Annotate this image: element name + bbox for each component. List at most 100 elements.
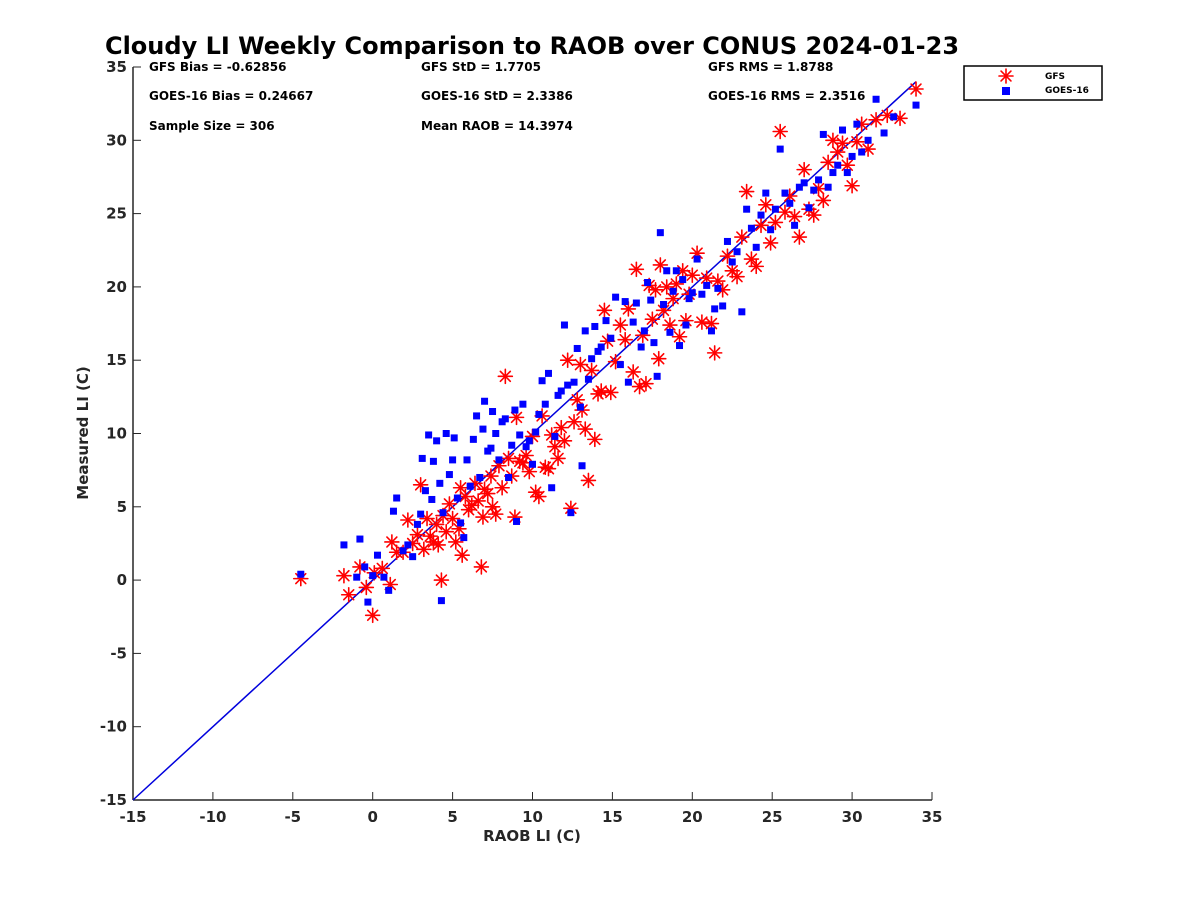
goes16-point <box>815 176 823 184</box>
gfs-point <box>550 450 566 467</box>
gfs-point <box>738 183 755 200</box>
goes16-point <box>839 126 847 134</box>
goes16-point <box>747 224 755 232</box>
gfs-point <box>580 472 597 489</box>
gfs-point <box>430 537 447 553</box>
goes16-point <box>541 400 549 408</box>
goes16-point <box>647 296 655 304</box>
goes16-point <box>380 573 388 581</box>
goes16-point <box>711 305 719 313</box>
goes16-point <box>570 378 578 386</box>
goes16-point <box>573 344 581 352</box>
x-tick-label: 0 <box>367 808 377 826</box>
goes16-point <box>513 517 521 525</box>
goes16-point <box>714 284 722 292</box>
goes16-point <box>698 290 706 298</box>
goes16-point <box>733 248 741 256</box>
goes16-point <box>578 462 586 470</box>
goes16-point <box>757 211 765 219</box>
gfs-point <box>559 352 576 369</box>
goes16-point <box>864 136 872 144</box>
goes16-point <box>567 509 575 517</box>
y-tick-label: 10 <box>106 425 127 443</box>
goes16-point <box>805 204 813 212</box>
gfs-point <box>612 317 629 333</box>
goes16-point <box>476 473 484 481</box>
series-gfs <box>292 81 924 624</box>
x-tick-label: -5 <box>284 808 301 826</box>
gfs-point <box>340 586 357 603</box>
gfs-point <box>603 384 619 401</box>
goes16-point <box>551 432 559 440</box>
y-tick-label: 35 <box>106 58 127 76</box>
stat-text: GOES-16 Bias = 0.24667 <box>149 89 313 103</box>
goes16-point <box>800 179 808 187</box>
goes16-point <box>829 169 837 177</box>
goes16-point <box>529 460 536 468</box>
gfs-point <box>422 528 439 544</box>
stat-text: GFS RMS = 1.8788 <box>708 60 833 74</box>
stat-text: GFS Bias = -0.62856 <box>149 60 286 74</box>
gfs-point <box>796 161 812 178</box>
gfs-point <box>844 177 860 194</box>
stat-text: Mean RAOB = 14.3974 <box>421 119 573 133</box>
gfs-point <box>593 383 610 399</box>
gfs-point <box>572 356 589 373</box>
goes16-point <box>584 375 592 383</box>
gfs-point <box>553 419 570 436</box>
goes16-point <box>469 435 477 443</box>
goes16-point <box>369 572 377 580</box>
gfs-point <box>577 421 594 437</box>
goes16-point <box>519 400 527 408</box>
goes16-point <box>442 430 450 437</box>
gfs-point <box>556 433 573 449</box>
goes16-point <box>437 597 445 605</box>
gfs-point <box>820 154 836 171</box>
x-axis-label: RAOB LI (C) <box>483 827 581 845</box>
goes16-point <box>564 381 572 389</box>
gfs-point <box>494 479 510 496</box>
goes16-point <box>450 434 458 442</box>
stat-text: GFS StD = 1.7705 <box>421 60 541 74</box>
goes16-point <box>653 372 661 380</box>
gfs-point <box>479 485 496 502</box>
goes16-point <box>492 430 500 437</box>
gfs-point <box>810 180 827 197</box>
x-tick-label: 5 <box>447 808 457 826</box>
goes16-point <box>557 387 565 395</box>
goes16-point <box>786 199 794 207</box>
goes16-point <box>473 412 481 420</box>
goes16-point <box>425 431 433 439</box>
gfs-point <box>358 579 375 596</box>
gfs-point <box>662 317 678 333</box>
legend-label: GOES-16 <box>1045 86 1089 96</box>
x-tick-label: 20 <box>682 808 703 826</box>
goes16-point <box>489 408 497 416</box>
goes16-point <box>511 406 519 414</box>
goes16-point <box>385 586 393 594</box>
legend-box <box>963 65 1103 101</box>
plot-axes: -15 -10 -5 0 5 10 15 20 25 30 35 -15 -10 -5 0 5 10 15 20 25… <box>100 58 943 826</box>
y-tick-label: 25 <box>106 205 127 223</box>
goes16-point <box>669 287 677 295</box>
goes16-point <box>340 541 348 549</box>
gfs-point <box>617 331 633 348</box>
goes16-point <box>632 299 640 307</box>
legend: GFS GOES-16 <box>963 65 1103 101</box>
y-axis-label: Measured LI (C) <box>74 366 92 499</box>
stat-text: GOES-16 StD = 2.3386 <box>421 89 573 103</box>
goes16-point <box>597 343 605 351</box>
gfs-point <box>868 111 884 128</box>
gfs-point <box>767 214 784 231</box>
gfs-point <box>671 328 688 345</box>
goes16-point <box>728 258 736 266</box>
y-tick-label: 0 <box>117 571 127 589</box>
goes16-point <box>535 410 543 418</box>
gfs-point <box>834 135 851 152</box>
goes16-point <box>616 361 624 369</box>
gfs-point <box>400 512 416 528</box>
goes16-point <box>781 189 789 197</box>
goes16-point <box>819 130 827 138</box>
goes16-point <box>858 148 866 156</box>
x-tick-label: 15 <box>602 808 623 826</box>
